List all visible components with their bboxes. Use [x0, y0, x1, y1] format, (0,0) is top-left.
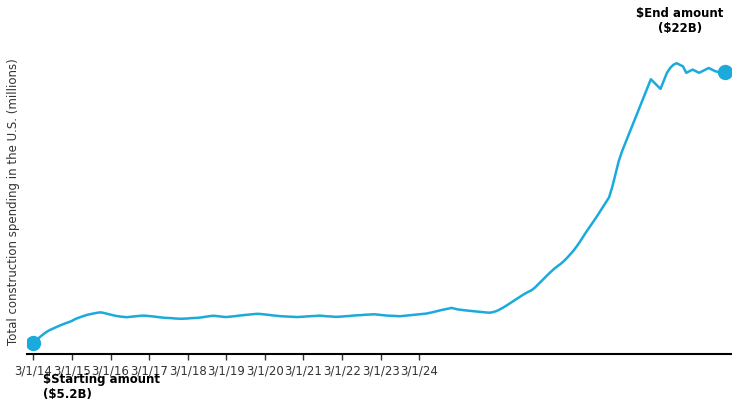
- Text: $Starting amount
($5.2B): $Starting amount ($5.2B): [43, 373, 160, 402]
- Text: $End amount
($22B): $End amount ($22B): [636, 7, 724, 35]
- Y-axis label: Total construction spending in the U.S. (millions): Total construction spending in the U.S. …: [7, 58, 20, 345]
